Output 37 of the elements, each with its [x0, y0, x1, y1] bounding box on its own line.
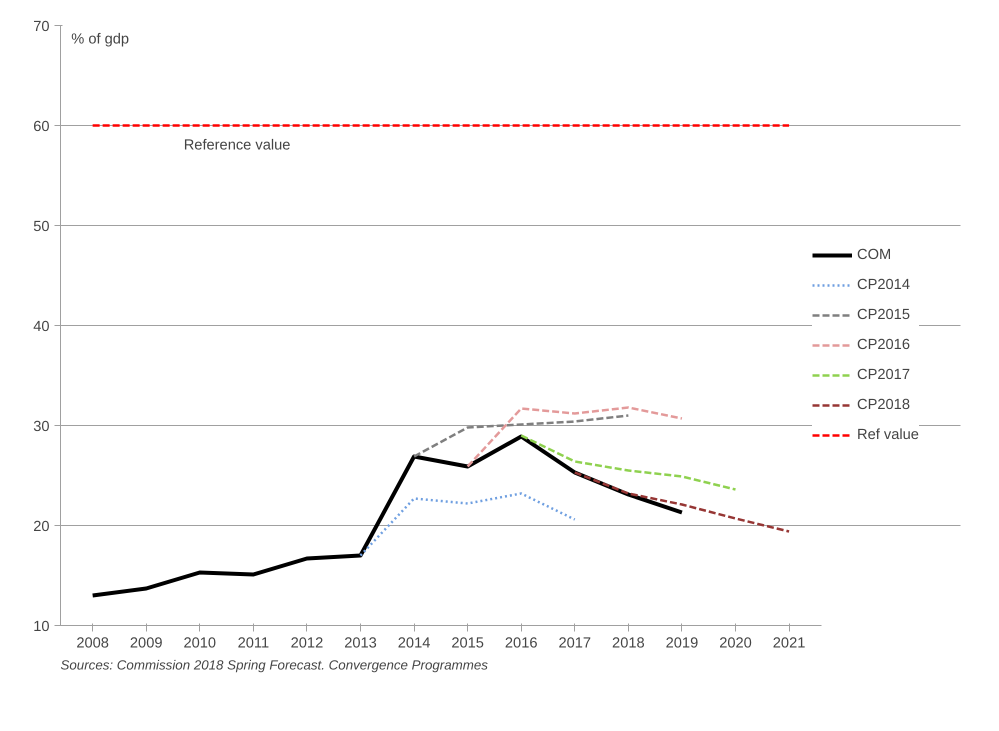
y-tick-label: 20 [33, 519, 50, 535]
x-tick-label: 2009 [130, 636, 163, 652]
x-tick-label: 2015 [451, 636, 484, 652]
line-series [412, 414, 630, 458]
y-tick-label: 60 [33, 119, 50, 135]
x-tick-label: 2012 [290, 636, 324, 652]
legend-label: COM [857, 247, 892, 263]
x-tick-label: 2019 [666, 636, 698, 652]
x-tick-label: 2021 [772, 636, 806, 652]
y-tick-label: 40 [33, 319, 50, 335]
x-tick-label: 2010 [183, 636, 216, 652]
legend-label: CP2018 [857, 397, 910, 413]
legend-label: CP2016 [857, 337, 910, 353]
x-tick-label: 2018 [612, 636, 645, 652]
x-tick-label: 2011 [238, 636, 270, 652]
source-note: Sources: Commission 2018 Spring Forecast. Convergence Programmes [60, 658, 488, 672]
legend-label: Ref value [857, 427, 919, 443]
x-tick-label: 2008 [76, 636, 109, 652]
x-tick-label: 2016 [504, 636, 538, 652]
line-series [90, 434, 684, 598]
x-tick-label: 2017 [558, 636, 592, 652]
line-series [520, 434, 737, 491]
y-tick-label: 10 [33, 619, 50, 635]
y-tick-label: 50 [33, 219, 50, 235]
line-series [466, 406, 684, 468]
legend-label: CP2017 [857, 367, 910, 383]
y-tick-label: 70 [33, 19, 50, 35]
y-axis-title: % of gdp [71, 32, 130, 48]
legend-label: CP2014 [857, 277, 910, 293]
y-tick-label: 30 [33, 419, 50, 435]
line-series [574, 471, 790, 533]
line-series [359, 492, 576, 557]
legend-label: CP2015 [857, 307, 910, 323]
x-tick-label: 2014 [398, 636, 430, 652]
annotation: Reference value [184, 138, 290, 154]
x-tick-label: 2013 [344, 636, 377, 652]
x-tick-label: 2020 [719, 636, 752, 652]
